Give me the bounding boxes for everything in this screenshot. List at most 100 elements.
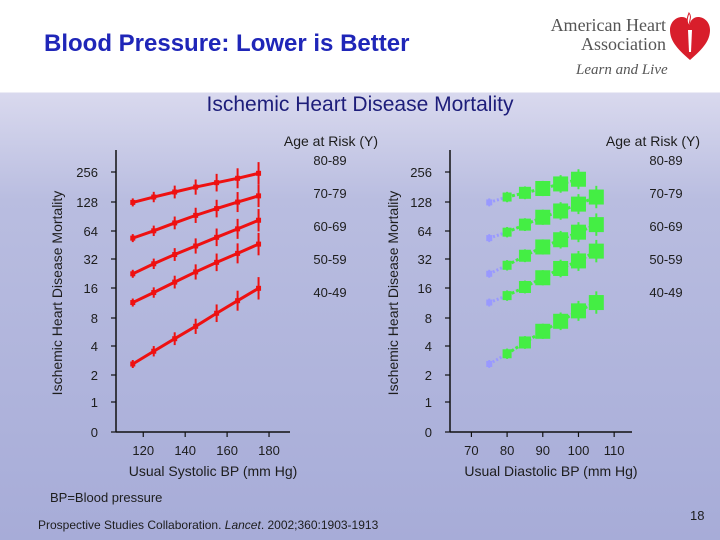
systolic-x-tick-label: 140 [174, 443, 196, 458]
systolic-x-tick-label: 160 [216, 443, 238, 458]
diastolic-y-tick-label: 2 [425, 368, 432, 383]
diastolic-data-point [486, 270, 493, 277]
systolic-data-point [256, 170, 262, 176]
systolic-data-point [151, 194, 157, 200]
diastolic-data-point [535, 270, 551, 286]
diastolic-series-line-start [488, 195, 508, 204]
systolic-y-tick-label: 16 [84, 281, 98, 296]
diastolic-data-point [486, 199, 493, 206]
slide-title: Blood Pressure: Lower is Better [44, 30, 410, 57]
diastolic-series-label-40-49: 40-49 [649, 285, 682, 300]
diastolic-data-point [553, 260, 569, 276]
systolic-data-point [235, 226, 241, 232]
diastolic-data-point [570, 196, 586, 212]
diastolic-x-tick-label: 110 [604, 443, 625, 458]
systolic-data-point [130, 235, 136, 241]
systolic-y-tick-label: 4 [91, 339, 98, 354]
diastolic-data-point [518, 249, 531, 262]
diastolic-data-point [535, 209, 551, 225]
systolic-y-tick-label: 128 [76, 195, 98, 210]
diastolic-series-label-70-79: 70-79 [649, 186, 682, 201]
diastolic-series-line-start [488, 230, 508, 240]
logo-name-line1: American Heart [550, 15, 666, 35]
diastolic-data-point [502, 227, 512, 237]
systolic-data-point [172, 189, 178, 195]
diastolic-data-point [518, 186, 531, 199]
systolic-x-label: Usual Systolic BP (mm Hg) [129, 463, 298, 479]
diastolic-series-40-49 [486, 291, 604, 368]
systolic-series-label-80-89: 80-89 [313, 153, 346, 168]
diastolic-series-60-69 [486, 213, 604, 278]
systolic-data-point [193, 323, 199, 329]
systolic-data-point [256, 193, 262, 199]
diastolic-data-point [588, 217, 604, 233]
diastolic-data-point [502, 349, 512, 359]
diastolic-series-label-80-89: 80-89 [649, 153, 682, 168]
heart-torch-icon [670, 12, 710, 60]
systolic-data-point [151, 228, 157, 234]
systolic-chart: 0 1 2 4 8 16 32 64 128 256 120 140 160 180 Usual Systo… [49, 133, 378, 479]
diastolic-data-point [502, 291, 512, 301]
citation-journal: Lancet [224, 518, 261, 532]
diastolic-data-point [588, 243, 604, 259]
systolic-series-label-40-49: 40-49 [313, 285, 346, 300]
systolic-data-point [193, 243, 199, 249]
systolic-data-point [256, 217, 262, 223]
systolic-data-point [151, 348, 157, 354]
diastolic-data-point [535, 323, 551, 339]
systolic-x-tick-label: 180 [258, 443, 280, 458]
aha-logo: American Heart Association Learn and Liv… [540, 8, 712, 86]
systolic-x-tick-label: 120 [132, 443, 154, 458]
citation: Prospective Studies Collaboration. Lance… [38, 518, 378, 532]
diastolic-y-tick-label: 0 [425, 425, 432, 440]
systolic-data-point [193, 184, 199, 190]
diastolic-data-point [518, 218, 531, 231]
systolic-data-point [214, 234, 220, 240]
systolic-data-point [193, 212, 199, 218]
systolic-data-point [151, 261, 157, 267]
diastolic-data-point [535, 180, 551, 196]
systolic-series-40-49 [130, 277, 262, 368]
diastolic-y-tick-label: 16 [418, 281, 432, 296]
diastolic-data-point [486, 360, 493, 367]
diastolic-series-80-89 [486, 169, 586, 207]
systolic-series-label-60-69: 60-69 [313, 219, 346, 234]
diastolic-x-label: Usual Diastolic BP (mm Hg) [464, 463, 637, 479]
systolic-series-80-89 [130, 162, 262, 207]
diastolic-y-tick-label: 256 [410, 165, 432, 180]
diastolic-x-tick-label: 80 [500, 443, 514, 458]
diastolic-data-point [535, 239, 551, 255]
systolic-series-label-70-79: 70-79 [313, 186, 346, 201]
page-number: 18 [690, 508, 705, 523]
systolic-data-point [172, 252, 178, 258]
systolic-data-point [172, 279, 178, 285]
logo-name-line2: Association [581, 34, 666, 54]
diastolic-series-label-50-59: 50-59 [649, 252, 682, 267]
systolic-y-tick-label: 32 [84, 252, 98, 267]
diastolic-data-point [553, 176, 569, 192]
footnote: BP=Blood pressure [50, 490, 163, 505]
diastolic-y-tick-label: 32 [418, 252, 432, 267]
diastolic-data-point [553, 232, 569, 248]
systolic-series-60-69 [130, 209, 262, 278]
diastolic-data-point [588, 295, 604, 311]
diastolic-data-point [518, 281, 531, 293]
systolic-data-point [130, 271, 136, 277]
systolic-data-point [214, 310, 220, 316]
diastolic-series-70-79 [486, 185, 604, 243]
systolic-series-50-59 [130, 232, 262, 307]
systolic-y-tick-label: 8 [91, 311, 98, 326]
diastolic-data-point [486, 235, 493, 242]
diastolic-data-point [570, 224, 586, 240]
systolic-legend-title: Age at Risk (Y) [284, 133, 378, 149]
systolic-data-point [235, 298, 241, 304]
diastolic-data-point [570, 253, 586, 269]
diastolic-data-point [502, 192, 512, 202]
systolic-series-70-79 [130, 184, 262, 243]
diastolic-x-tick-label: 90 [536, 443, 550, 458]
systolic-y-label: Ischemic Heart Disease Mortality [49, 191, 65, 396]
systolic-y-tick-label: 2 [91, 368, 98, 383]
diastolic-data-point [553, 313, 569, 329]
systolic-data-point [256, 285, 262, 291]
